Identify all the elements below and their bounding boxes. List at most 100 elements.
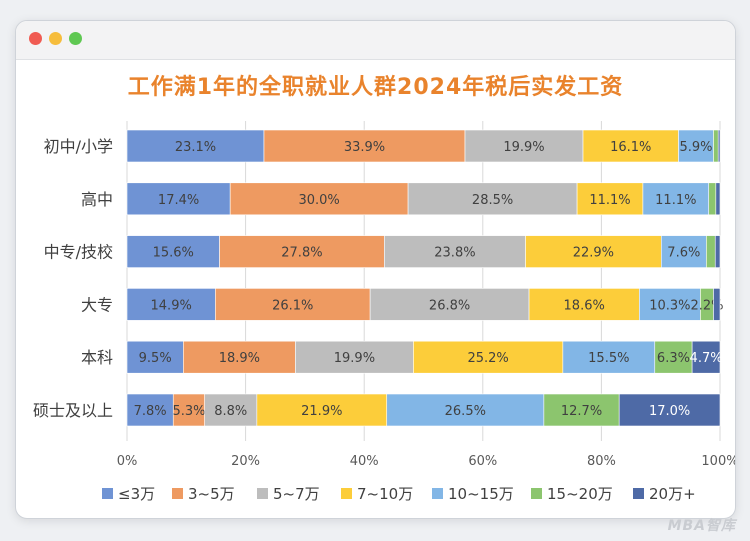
data-label: 15.5% [588,351,629,366]
data-label: 5.9% [679,140,712,155]
app-window: 工作满1年的全职就业人群2024年税后实发工资 0% 20% 40% 60% 80% 10… [15,20,736,519]
x-tick-label: 0% [117,454,138,469]
legend-label: 15~20万 [547,485,613,503]
data-label: 11.1% [655,193,696,208]
legend-swatch [341,488,352,499]
x-tick-label: 60% [468,454,497,469]
legend-swatch [257,488,268,499]
data-label: 22.9% [573,246,614,261]
bar-segment [713,288,721,321]
bar-segment [215,288,371,321]
data-label: 7.8% [134,404,167,419]
data-label: 30.0% [298,193,339,208]
bar-segment [407,182,578,216]
category-label: 中专/技校 [44,243,113,262]
x-tick-label: 20% [231,454,260,469]
x-tick-label: 100% [701,454,735,469]
bar-segment [384,235,526,268]
legend-label: 5~7万 [273,485,320,503]
legend-label: 7~10万 [357,485,413,503]
data-label: 23.1% [175,140,216,155]
data-label: 16.1% [610,140,651,155]
data-label: 21.9% [301,404,342,419]
bar-segment [126,182,231,216]
legend-swatch [102,488,113,499]
bar-segment [678,129,714,163]
data-label: 19.9% [334,351,375,366]
bar-segment [582,129,679,163]
legend-label: ≤3万 [118,485,155,503]
bar-segment [219,235,385,268]
bar-segment [256,393,388,427]
data-label: 17.0% [649,404,690,419]
bar-segment [660,235,707,268]
bar-segment [717,129,721,163]
bar-segment [263,129,466,163]
data-label: 25.2% [467,351,508,366]
bar-segment [528,288,640,321]
data-label: 27.8% [281,246,322,261]
data-label: 33.9% [344,140,385,155]
bar-segment [618,393,721,427]
bar-segment [706,235,716,268]
bar-segment [713,129,719,163]
data-label: 9.5% [139,351,172,366]
data-label: 26.5% [445,404,486,419]
bar-segment [543,393,620,427]
bar-segment [183,340,296,374]
data-label: 6.3% [657,351,690,366]
bar-segment [126,340,184,374]
category-label: 本科 [81,348,113,367]
x-tick-label: 80% [587,454,616,469]
bar-segment [369,288,530,321]
data-label: 17.4% [158,193,199,208]
data-label: 18.6% [564,298,605,313]
bar-segment [642,182,710,216]
chart-title: 工作满1年的全职就业人群2024年税后实发工资 [127,75,624,100]
category-label: 初中/小学 [44,137,113,156]
bar-segment [714,235,721,268]
legend-label: 20万+ [649,485,696,503]
legend-swatch [531,488,542,499]
data-label: 11.1% [589,193,630,208]
bar-segment [464,129,584,163]
data-label: 23.8% [434,246,475,261]
bar-segment [126,393,174,427]
bar-segment [204,393,258,427]
bar-segment [295,340,414,374]
bar-segment [126,288,216,321]
data-label: 7.6% [667,246,700,261]
data-label: 5.3% [172,404,205,419]
category-label: 高中 [81,190,113,209]
bar-segment [126,129,265,163]
bar-segment [386,393,545,427]
legend-label: 10~15万 [448,485,514,503]
data-label: 19.9% [503,140,544,155]
data-label: 15.6% [153,246,194,261]
data-label: 8.8% [214,404,247,419]
bar-segment [708,182,717,216]
bar-segment [691,340,721,374]
legend-swatch [633,488,644,499]
data-label: 26.1% [272,298,313,313]
category-label: 大专 [81,295,113,314]
data-label: 12.7% [561,404,602,419]
bar-segment [172,393,205,427]
x-tick-label: 40% [350,454,379,469]
legend-label: 3~5万 [188,485,235,503]
bar-segment [715,182,721,216]
data-label: 4.7% [690,351,723,366]
close-window-icon[interactable] [29,32,42,45]
legend-swatch [172,488,183,499]
category-label: 硕士及以上 [33,401,113,420]
data-label: 18.9% [219,351,260,366]
bar-segment [562,340,656,374]
window-titlebar [16,21,735,60]
stacked-bar-chart: 0% 20% 40% 60% 80% 100% 初中/小学 23.1% 33.9% 19.9% 16… [33,121,735,503]
bar-segment [576,182,644,216]
minimize-window-icon[interactable] [49,32,62,45]
legend-swatch [432,488,443,499]
maximize-window-icon[interactable] [69,32,82,45]
data-label: 10.3% [649,298,690,313]
data-label: 14.9% [151,298,192,313]
